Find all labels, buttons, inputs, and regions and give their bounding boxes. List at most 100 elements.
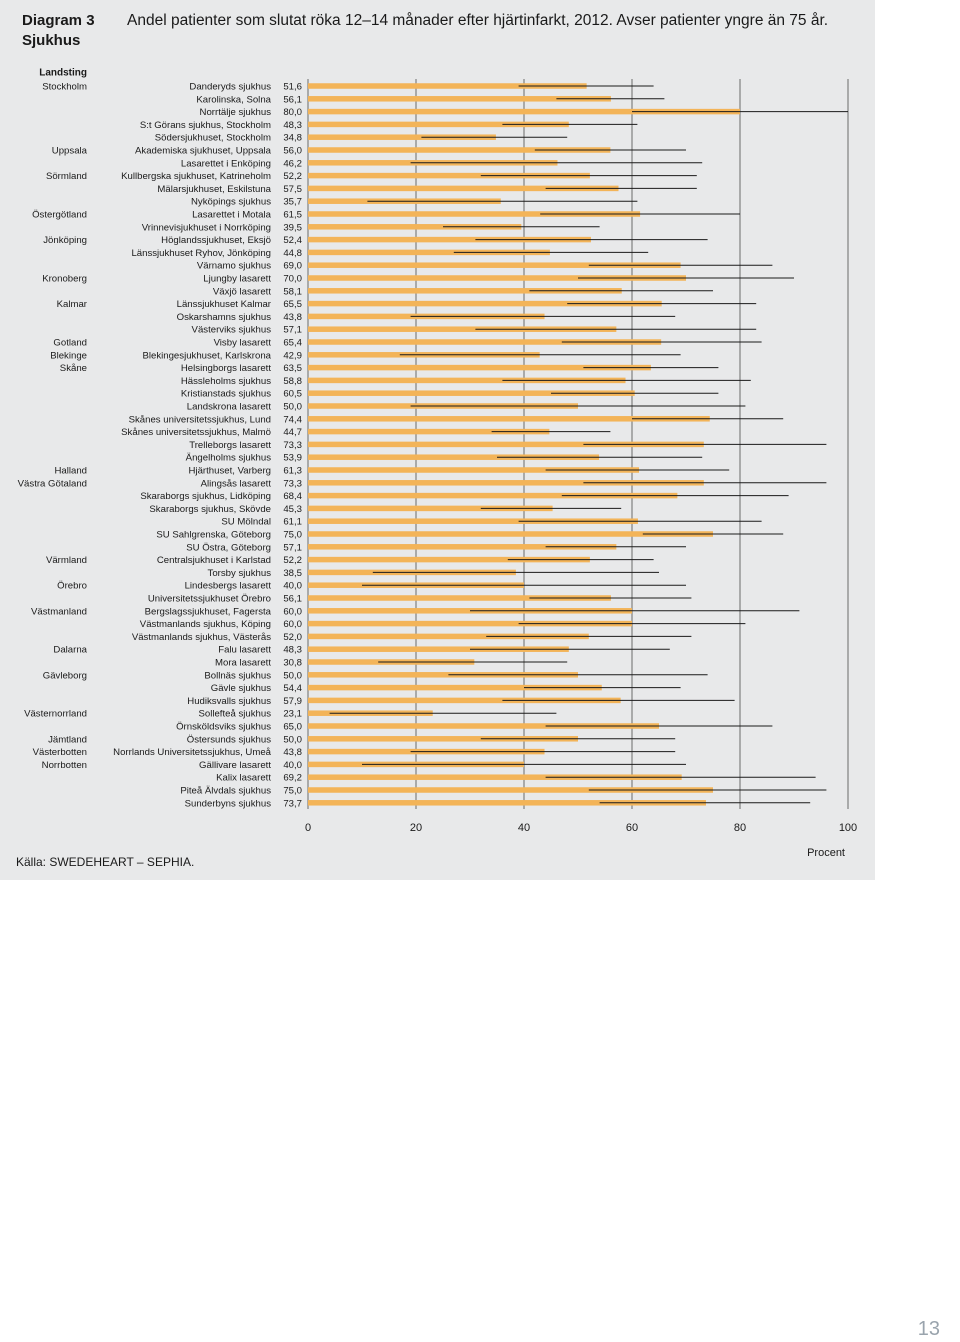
hospital-label: Västmanlands sjukhus, Västerås <box>132 632 271 643</box>
hospital-label: Ängelholms sjukhus <box>186 453 272 464</box>
hospital-label: Mora lasarett <box>215 658 271 669</box>
value-label: 58,1 <box>283 286 302 297</box>
bar <box>308 697 621 704</box>
bar <box>308 339 662 345</box>
region-label: Halland <box>54 466 87 477</box>
region-label: Östergötland <box>32 210 87 221</box>
chart-title: Andel patienter som slutat röka 12–14 må… <box>127 12 829 29</box>
value-label: 30,8 <box>283 658 302 669</box>
bar <box>308 531 713 537</box>
value-label: 65,0 <box>283 722 302 733</box>
hospital-label: SU Sahlgrenska, Göteborg <box>156 530 271 541</box>
bar <box>308 595 611 601</box>
hospital-label: Gällivare lasarett <box>199 760 271 771</box>
x-tick-label: 20 <box>410 822 422 834</box>
hospital-label: Nyköpings sjukhus <box>191 197 271 208</box>
bar <box>308 620 632 627</box>
value-label: 61,1 <box>283 517 302 528</box>
hospital-label: Trelleborgs lasarett <box>189 440 271 451</box>
value-label: 38,5 <box>283 568 302 579</box>
region-label: Sörmland <box>46 171 87 182</box>
value-label: 74,4 <box>283 414 302 425</box>
value-label: 63,5 <box>283 363 302 374</box>
value-label: 60,0 <box>283 606 302 617</box>
region-label: Västra Götaland <box>18 478 87 489</box>
value-label: 57,1 <box>283 325 302 336</box>
region-label: Kronoberg <box>42 274 87 285</box>
region-label: Jämtland <box>48 734 87 745</box>
value-label: 40,0 <box>283 581 302 592</box>
hospital-label: Helsingborgs lasarett <box>181 363 271 374</box>
value-label: 58,8 <box>283 376 302 387</box>
source-note: Källa: SWEDEHEART – SEPHIA. <box>16 855 195 869</box>
hospital-label: Ljungby lasarett <box>203 274 271 285</box>
bar <box>308 723 659 729</box>
bar <box>308 96 611 102</box>
hospital-label: Hässleholms sjukhus <box>181 376 271 387</box>
region-label: Kalmar <box>57 299 88 310</box>
bar <box>308 646 569 652</box>
bar <box>308 454 600 460</box>
bar <box>308 224 522 230</box>
confidence-intervals <box>329 85 848 804</box>
value-label: 48,3 <box>283 645 302 656</box>
hospital-label: Kalix lasarett <box>216 773 271 784</box>
hospital-label: S:t Görans sjukhus, Stockholm <box>140 120 271 131</box>
hospital-label: Norrlands Universitetssjukhus, Umeå <box>113 747 271 758</box>
value-label: 45,3 <box>283 504 302 515</box>
region-header: Landsting <box>39 68 87 79</box>
value-label: 60,5 <box>283 389 302 400</box>
hospital-label: Värnamo sjukhus <box>197 261 271 272</box>
hospital-label: Universitetssjukhuset Örebro <box>148 594 271 605</box>
value-label: 73,3 <box>283 440 302 451</box>
bar <box>308 249 550 256</box>
bar <box>308 185 619 192</box>
bar <box>308 556 590 563</box>
hospital-label: Östersunds sjukhus <box>187 734 271 745</box>
value-label: 23,1 <box>283 709 302 720</box>
hospital-label: SU Östra, Göteborg <box>186 542 271 553</box>
hospital-label: Hjärthuset, Varberg <box>189 466 271 477</box>
bar <box>308 83 587 89</box>
region-label: Skåne <box>60 363 87 374</box>
bar <box>308 492 678 499</box>
bar <box>308 428 550 435</box>
x-tick-label: 80 <box>734 822 746 834</box>
bar <box>308 774 682 780</box>
region-label: Blekinge <box>50 350 87 361</box>
bar <box>308 211 641 217</box>
value-label: 75,0 <box>283 786 302 797</box>
bar <box>308 288 622 294</box>
hospital-label: Höglandssjukhuset, Eksjö <box>161 235 271 246</box>
value-label: 52,4 <box>283 235 302 246</box>
hospital-label: Bollnäs sjukhus <box>204 670 271 681</box>
value-label: 68,4 <box>283 491 302 502</box>
hospital-label: Oskarshamns sjukhus <box>177 312 272 323</box>
bar <box>308 326 617 332</box>
hospital-label: Västmanlands sjukhus, Köping <box>140 619 271 630</box>
region-label: Dalarna <box>53 645 87 656</box>
value-label: 61,5 <box>283 210 302 221</box>
value-label: 56,1 <box>283 594 302 605</box>
bar <box>308 390 635 396</box>
labels: 0 20 40 60 80 100 Danderyds sjukhus 51,6 Karolin… <box>18 82 858 835</box>
hospital-label: Landskrona lasarett <box>187 402 272 413</box>
region-label: Västmanland <box>31 606 87 617</box>
value-label: 57,1 <box>283 542 302 553</box>
value-label: 70,0 <box>283 274 302 285</box>
bar <box>308 505 553 512</box>
hospital-label: Kristianstads sjukhus <box>181 389 271 400</box>
value-label: 44,7 <box>283 427 302 438</box>
value-label: 43,8 <box>283 312 302 323</box>
bar <box>308 275 686 281</box>
hospital-label: Karolinska, Solna <box>196 94 271 105</box>
hospital-label: Skaraborgs sjukhus, Skövde <box>149 504 271 515</box>
value-label: 75,0 <box>283 530 302 541</box>
hospital-label: Kullbergska sjukhuset, Katrineholm <box>121 171 271 182</box>
bar <box>308 633 589 640</box>
hospital-label: Norrtälje sjukhus <box>200 107 272 118</box>
value-label: 40,0 <box>283 760 302 771</box>
diagram-number: Diagram 3 <box>22 12 95 29</box>
value-label: 52,0 <box>283 632 302 643</box>
bar <box>308 736 578 742</box>
